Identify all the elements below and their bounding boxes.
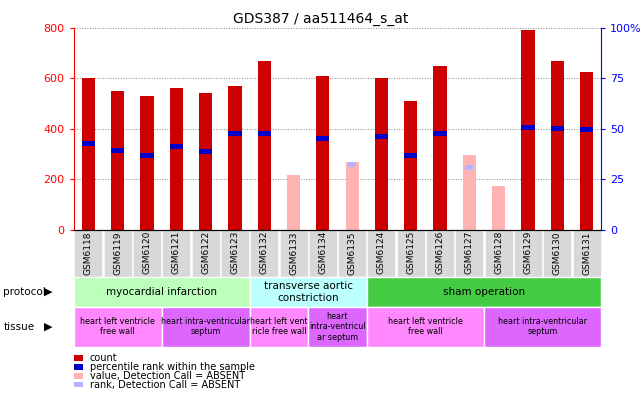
Text: heart left vent
ricle free wall: heart left vent ricle free wall: [250, 317, 308, 336]
Bar: [375, 134, 388, 139]
Bar: [404, 153, 417, 158]
Text: count: count: [90, 353, 117, 364]
Bar: [111, 91, 124, 230]
Bar: [258, 61, 271, 230]
Bar: [433, 66, 447, 230]
Bar: [463, 155, 476, 230]
Bar: [316, 76, 329, 230]
Text: sham operation: sham operation: [443, 287, 525, 297]
Bar: [82, 141, 95, 147]
Text: transverse aortic
constriction: transverse aortic constriction: [263, 281, 353, 303]
Bar: [345, 162, 359, 230]
Text: heart intra-ventricular
septum: heart intra-ventricular septum: [161, 317, 250, 336]
Text: heart
intra-ventricul
ar septum: heart intra-ventricul ar septum: [309, 312, 366, 342]
Bar: [465, 165, 473, 169]
Bar: [228, 131, 242, 136]
Bar: [580, 128, 593, 133]
Text: GDS387 / aa511464_s_at: GDS387 / aa511464_s_at: [233, 12, 408, 26]
Text: tissue: tissue: [3, 322, 35, 332]
Bar: [140, 153, 154, 158]
Bar: [551, 61, 564, 230]
Bar: [199, 149, 212, 154]
Bar: [375, 78, 388, 230]
Bar: [433, 131, 447, 136]
Text: rank, Detection Call = ABSENT: rank, Detection Call = ABSENT: [90, 379, 240, 390]
Text: heart intra-ventricular
septum: heart intra-ventricular septum: [498, 317, 587, 336]
Bar: [316, 136, 329, 141]
Text: percentile rank within the sample: percentile rank within the sample: [90, 362, 254, 372]
Text: heart left ventricle
free wall: heart left ventricle free wall: [388, 317, 463, 336]
Bar: [199, 93, 212, 230]
Text: value, Detection Call = ABSENT: value, Detection Call = ABSENT: [90, 371, 245, 381]
Bar: [521, 30, 535, 230]
Bar: [228, 86, 242, 230]
Bar: [82, 78, 95, 230]
Text: heart left ventricle
free wall: heart left ventricle free wall: [80, 317, 155, 336]
Bar: [170, 88, 183, 230]
Bar: [551, 126, 564, 131]
Bar: [170, 144, 183, 149]
Bar: [258, 131, 271, 136]
Bar: [111, 148, 124, 153]
Text: ▶: ▶: [44, 322, 53, 332]
Bar: [287, 175, 300, 230]
Text: protocol: protocol: [3, 287, 46, 297]
Bar: [348, 162, 356, 167]
Bar: [140, 96, 154, 230]
Bar: [492, 185, 505, 230]
Bar: [404, 101, 417, 230]
Text: myocardial infarction: myocardial infarction: [106, 287, 217, 297]
Text: ▶: ▶: [44, 287, 53, 297]
Bar: [580, 72, 593, 230]
Bar: [521, 125, 535, 130]
